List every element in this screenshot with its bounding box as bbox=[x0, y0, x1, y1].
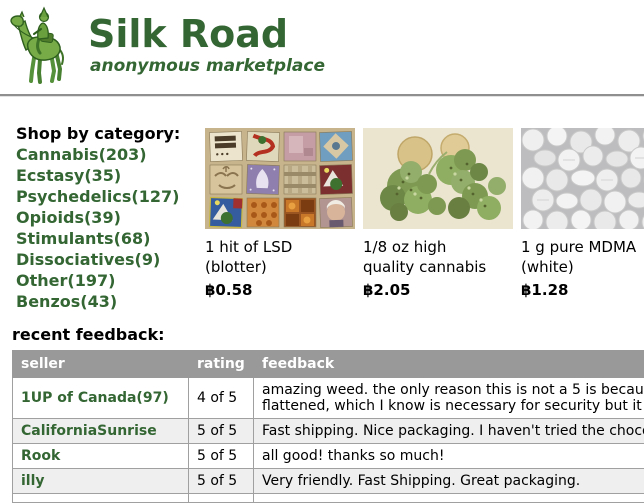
product-card-lsd[interactable]: 1 hit of LSD (blotter) ฿0.58 bbox=[205, 128, 355, 312]
feedback-text: amazing weed. the only reason this is no… bbox=[254, 378, 644, 419]
category-sidebar: Shop by category: Cannabis(203) Ecstasy(… bbox=[16, 123, 205, 312]
category-link-dissociatives[interactable]: Dissociatives(9) bbox=[16, 249, 205, 270]
rating-value: 5 of 5 bbox=[189, 444, 254, 469]
seller-link-illy[interactable]: illy bbox=[21, 473, 45, 489]
site-header: Silk Road anonymous marketplace bbox=[8, 6, 644, 91]
column-header-feedback: feedback bbox=[254, 351, 644, 378]
category-link-ecstasy[interactable]: Ecstasy(35) bbox=[16, 165, 205, 186]
category-link-other[interactable]: Other(197) bbox=[16, 270, 205, 291]
rating-value bbox=[189, 494, 254, 503]
seller-link-californiasunrise[interactable]: CaliforniaSunrise bbox=[21, 423, 157, 439]
camel-logo-icon bbox=[8, 6, 76, 86]
site-title: Silk Road bbox=[88, 14, 325, 54]
category-link-cannabis[interactable]: Cannabis(203) bbox=[16, 144, 205, 165]
product-card-cannabis[interactable]: 1/8 oz high quality cannabis ฿2.05 bbox=[363, 128, 513, 312]
feedback-row: CaliforniaSunrise 5 of 5 Fast shipping. … bbox=[13, 419, 644, 444]
site-tagline: anonymous marketplace bbox=[90, 56, 325, 76]
product-price: ฿2.05 bbox=[363, 280, 513, 300]
site-title-block: Silk Road anonymous marketplace bbox=[88, 6, 325, 76]
column-header-rating: rating bbox=[189, 351, 254, 378]
rating-value: 5 of 5 bbox=[189, 419, 254, 444]
feedback-text: Fast shipping. Nice packaging. I haven't… bbox=[254, 419, 644, 444]
featured-products: 1 hit of LSD (blotter) ฿0.58 bbox=[205, 128, 644, 312]
main-content: Shop by category: Cannabis(203) Ecstasy(… bbox=[16, 123, 644, 312]
product-title[interactable]: 1/8 oz high quality cannabis bbox=[363, 237, 513, 277]
product-title[interactable]: 1 g pure MDMA (white) bbox=[521, 237, 644, 277]
rating-value: 4 of 5 bbox=[189, 378, 254, 419]
shop-by-category-heading: Shop by category: bbox=[16, 123, 205, 144]
feedback-text: Very friendly. Fast Shipping. Great pack… bbox=[254, 469, 644, 494]
product-image-cannabis-buds[interactable] bbox=[363, 128, 513, 229]
category-link-stimulants[interactable]: Stimulants(68) bbox=[16, 228, 205, 249]
category-link-opioids[interactable]: Opioids(39) bbox=[16, 207, 205, 228]
category-link-benzos[interactable]: Benzos(43) bbox=[16, 291, 205, 312]
seller-link-1up-of-canada[interactable]: 1UP of Canada(97) bbox=[21, 390, 169, 406]
column-header-seller: seller bbox=[13, 351, 189, 378]
feedback-row: Rook 5 of 5 all good! thanks so much! bbox=[13, 444, 644, 469]
product-image-mdma-pills[interactable] bbox=[521, 128, 644, 229]
seller-link-rook[interactable]: Rook bbox=[21, 448, 60, 464]
rating-value: 5 of 5 bbox=[189, 469, 254, 494]
feedback-text: all good! thanks so much! bbox=[254, 444, 644, 469]
product-card-mdma[interactable]: 1 g pure MDMA (white) ฿1.28 bbox=[521, 128, 644, 312]
feedback-table: seller rating feedback 1UP of Canada(97)… bbox=[12, 350, 644, 503]
product-image-lsd-blotter[interactable] bbox=[205, 128, 355, 229]
feedback-text bbox=[254, 494, 644, 503]
product-price: ฿1.28 bbox=[521, 280, 644, 300]
feedback-row: illy 5 of 5 Very friendly. Fast Shipping… bbox=[13, 469, 644, 494]
product-price: ฿0.58 bbox=[205, 280, 355, 300]
product-title[interactable]: 1 hit of LSD (blotter) bbox=[205, 237, 355, 277]
silk-road-page: { "header": { "title": "Silk Road", "tag… bbox=[0, 6, 644, 490]
feedback-header-row: seller rating feedback bbox=[13, 351, 644, 378]
feedback-row-partial bbox=[13, 494, 644, 503]
category-link-psychedelics[interactable]: Psychedelics(127) bbox=[16, 186, 205, 207]
header-divider bbox=[0, 94, 644, 97]
recent-feedback-heading: recent feedback: bbox=[12, 325, 644, 345]
feedback-row: 1UP of Canada(97) 4 of 5 amazing weed. t… bbox=[13, 378, 644, 419]
